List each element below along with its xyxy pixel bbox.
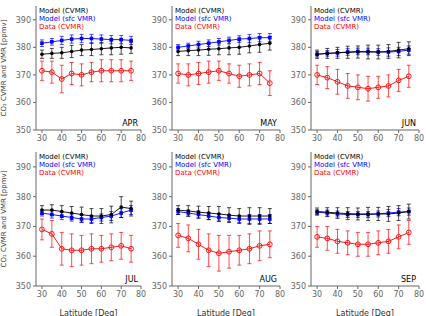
svg-text:360: 360	[16, 252, 31, 261]
svg-text:60: 60	[234, 134, 244, 143]
html-text:Data (CVMR): Data (CVMR)	[39, 23, 84, 31]
html-text:Data (CVMR): Data (CVMR)	[314, 169, 359, 177]
svg-text:40: 40	[57, 290, 67, 299]
svg-text:60: 60	[373, 290, 383, 299]
html-text:Model (CVMR): Model (CVMR)	[314, 7, 364, 15]
svg-text:390: 390	[152, 163, 167, 172]
svg-text:50: 50	[76, 290, 86, 299]
svg-text:350: 350	[16, 282, 31, 291]
html-text:Model (sfc VMR): Model (sfc VMR)	[39, 15, 96, 23]
svg-text:350: 350	[152, 126, 167, 135]
svg-text:350: 350	[291, 282, 306, 291]
svg-text:80: 80	[275, 290, 285, 299]
html-text:Model (sfc VMR): Model (sfc VMR)	[175, 15, 232, 23]
html-text:Model (sfc VMR): Model (sfc VMR)	[175, 161, 232, 169]
svg-text:390: 390	[16, 163, 31, 172]
svg-text:70: 70	[116, 134, 126, 143]
svg-text:40: 40	[332, 290, 342, 299]
svg-text:370: 370	[16, 71, 31, 80]
html-text:Model (sfc VMR): Model (sfc VMR)	[314, 161, 371, 169]
svg-text:40: 40	[193, 290, 203, 299]
html-text:Data (CVMR): Data (CVMR)	[175, 23, 220, 31]
html-text:Model (CVMR): Model (CVMR)	[175, 153, 225, 161]
svg-text:350: 350	[152, 282, 167, 291]
svg-text:350: 350	[16, 126, 31, 135]
svg-text:370: 370	[16, 222, 31, 231]
html-text:Data (CVMR): Data (CVMR)	[175, 169, 220, 177]
svg-text:380: 380	[152, 193, 167, 202]
svg-text:70: 70	[255, 134, 265, 143]
html-text:Model (CVMR): Model (CVMR)	[314, 153, 364, 161]
svg-text:360: 360	[152, 98, 167, 107]
svg-text:40: 40	[57, 134, 67, 143]
svg-text:70: 70	[394, 134, 404, 143]
html-text:Model (CVMR): Model (CVMR)	[175, 7, 225, 15]
svg-text:80: 80	[414, 290, 418, 299]
svg-text:380: 380	[16, 43, 31, 52]
svg-text:350: 350	[291, 126, 306, 135]
html-text:SEP: SEP	[401, 275, 416, 284]
svg-text:Latitude [Deg]: Latitude [Deg]	[60, 309, 118, 316]
svg-text:380: 380	[291, 193, 306, 202]
svg-text:380: 380	[16, 193, 31, 202]
svg-text:50: 50	[76, 134, 86, 143]
svg-text:380: 380	[291, 43, 306, 52]
svg-text:30: 30	[173, 290, 183, 299]
svg-text:40: 40	[193, 134, 203, 143]
svg-text:80: 80	[136, 290, 146, 299]
svg-text:30: 30	[37, 134, 47, 143]
svg-text:360: 360	[16, 98, 31, 107]
svg-text:60: 60	[96, 134, 106, 143]
html-text:APR: APR	[122, 119, 138, 128]
svg-text:CO₂ CVMR and VMR [ppmv]: CO₂ CVMR and VMR [ppmv]	[8, 19, 9, 116]
html-text:Data (CVMR): Data (CVMR)	[314, 23, 359, 31]
html-text:AUG: AUG	[259, 275, 277, 284]
svg-text:360: 360	[152, 252, 167, 261]
html-text:Model (sfc VMR): Model (sfc VMR)	[314, 15, 371, 23]
svg-text:30: 30	[312, 134, 322, 143]
svg-text:CO₂ CVMR and VMR [ppmv]: CO₂ CVMR and VMR [ppmv]	[8, 170, 9, 267]
svg-text:80: 80	[414, 134, 418, 143]
svg-text:70: 70	[255, 290, 265, 299]
svg-text:50: 50	[214, 134, 224, 143]
svg-text:390: 390	[291, 16, 306, 25]
html-text:JUN: JUN	[401, 119, 416, 128]
svg-text:Latitude [Deg]: Latitude [Deg]	[197, 309, 255, 316]
svg-text:380: 380	[152, 43, 167, 52]
svg-text:80: 80	[136, 134, 146, 143]
svg-text:60: 60	[234, 290, 244, 299]
svg-text:370: 370	[291, 71, 306, 80]
html-text:Model (CVMR): Model (CVMR)	[39, 153, 89, 161]
svg-text:40: 40	[332, 134, 342, 143]
svg-text:70: 70	[394, 290, 404, 299]
svg-text:50: 50	[353, 134, 363, 143]
svg-text:60: 60	[96, 290, 106, 299]
svg-text:370: 370	[152, 222, 167, 231]
svg-text:360: 360	[291, 98, 306, 107]
svg-text:390: 390	[16, 16, 31, 25]
svg-text:50: 50	[214, 290, 224, 299]
svg-text:50: 50	[353, 290, 363, 299]
svg-text:70: 70	[116, 290, 126, 299]
html-text:Model (CVMR): Model (CVMR)	[39, 7, 89, 15]
svg-text:Latitude [Deg]: Latitude [Deg]	[336, 309, 394, 316]
svg-text:30: 30	[312, 290, 322, 299]
html-text:Data (CVMR): Data (CVMR)	[39, 169, 84, 177]
svg-text:30: 30	[37, 290, 47, 299]
svg-text:30: 30	[173, 134, 183, 143]
svg-text:370: 370	[291, 222, 306, 231]
html-text:MAY: MAY	[260, 119, 277, 128]
svg-text:370: 370	[152, 71, 167, 80]
html-text:Model (sfc VMR): Model (sfc VMR)	[39, 161, 96, 169]
html-text:JUL: JUL	[125, 275, 138, 284]
svg-text:80: 80	[275, 134, 285, 143]
svg-text:60: 60	[373, 134, 383, 143]
svg-text:390: 390	[291, 163, 306, 172]
svg-text:360: 360	[291, 252, 306, 261]
svg-text:390: 390	[152, 16, 167, 25]
